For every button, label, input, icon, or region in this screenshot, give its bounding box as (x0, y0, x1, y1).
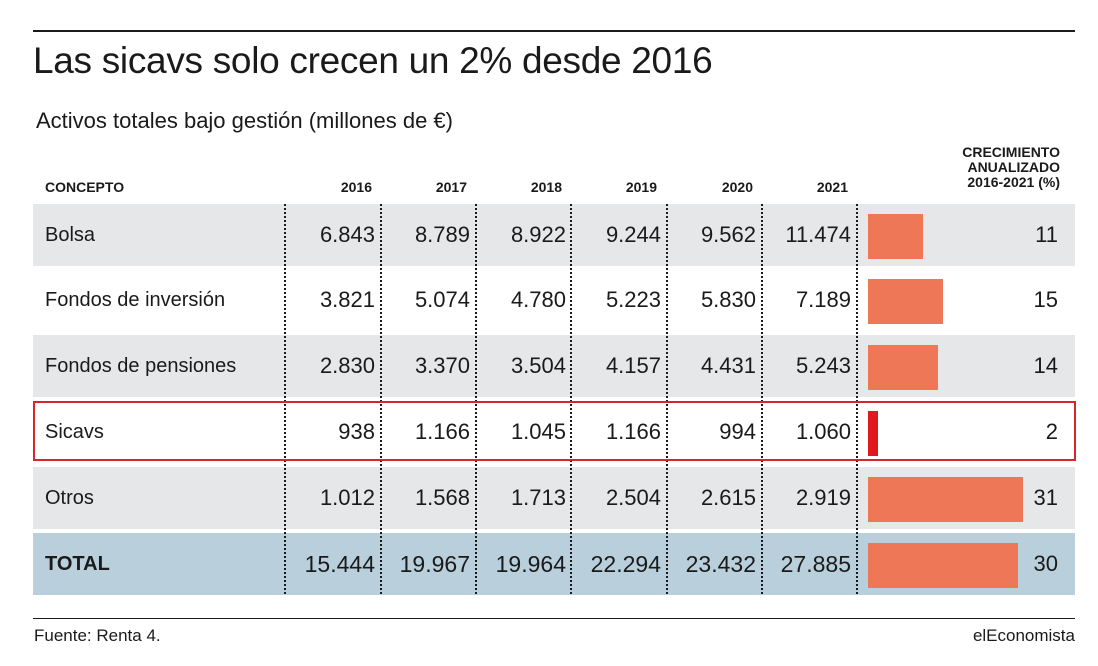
growth-bar (868, 279, 943, 324)
top-rule (33, 30, 1075, 32)
growth-bar (868, 411, 878, 456)
growth-header-line: 2016-2021 (%) (967, 174, 1060, 190)
value-cell: 4.157 (605, 353, 661, 378)
growth-value: 14 (1033, 353, 1058, 378)
value-cell: 22.294 (590, 551, 661, 577)
value-cell: 6.843 (319, 222, 375, 247)
year-header-2018: 2018 (530, 179, 562, 195)
column-divider (284, 204, 286, 594)
year-header-2021: 2021 (816, 179, 848, 195)
value-cell: 994 (719, 419, 756, 444)
column-divider (380, 204, 382, 594)
table-row: Otros 1.012 1.568 1.713 2.504 2.615 2.919 31 (33, 467, 1075, 529)
growth-header-line: ANUALIZADO (967, 159, 1060, 175)
growth-value: 11 (1035, 222, 1058, 247)
growth-bar (868, 477, 1023, 522)
value-cell: 11.474 (785, 222, 851, 247)
value-cell: 1.166 (605, 419, 661, 444)
value-cell: 5.830 (700, 287, 756, 312)
total-row: TOTAL 15.444 19.967 19.964 22.294 23.432 27.88… (33, 533, 1075, 595)
value-cell: 15.444 (304, 551, 375, 577)
value-cell: 8.789 (414, 222, 470, 247)
year-header-2019: 2019 (625, 179, 657, 195)
value-cell: 19.964 (495, 551, 566, 577)
row-label: Otros (45, 487, 94, 509)
growth-bar (868, 214, 923, 259)
value-cell: 23.432 (685, 551, 756, 577)
column-divider (761, 204, 763, 594)
column-divider (666, 204, 668, 594)
value-cell: 4.780 (510, 287, 566, 312)
column-divider (570, 204, 572, 594)
value-cell: 3.504 (510, 353, 566, 378)
value-cell: 2.504 (605, 485, 661, 510)
value-cell: 9.562 (700, 222, 756, 247)
table-row: Fondos de pensiones 2.830 3.370 3.504 4.157 4… (33, 335, 1075, 397)
growth-value: 2 (1045, 419, 1058, 444)
value-cell: 1.012 (319, 485, 375, 510)
column-divider (856, 204, 858, 594)
value-cell: 4.431 (700, 353, 756, 378)
value-cell: 2.830 (319, 353, 375, 378)
table-row: Sicavs 938 1.166 1.045 1.166 994 1.060 2 (33, 401, 1075, 463)
sicavs-highlight-box (33, 401, 1076, 461)
value-cell: 2.919 (795, 485, 851, 510)
growth-header-line: CRECIMIENTO (962, 144, 1060, 160)
table-row: Bolsa 6.843 8.789 8.922 9.244 9.562 11.474 11 (33, 204, 1075, 266)
value-cell: 3.370 (414, 353, 470, 378)
value-cell: 19.967 (399, 551, 470, 577)
bottom-rule (33, 618, 1075, 619)
row-label: Bolsa (45, 224, 96, 246)
growth-bar (868, 543, 1018, 588)
year-header-2016: 2016 (340, 179, 372, 195)
value-cell: 1.568 (414, 485, 470, 510)
value-cell: 1.713 (510, 485, 566, 510)
value-cell: 1.060 (795, 419, 851, 444)
growth-value: 30 (1033, 551, 1058, 576)
growth-value: 31 (1033, 485, 1058, 510)
row-label: Sicavs (45, 421, 104, 443)
chart-subtitle: Activos totales bajo gestión (millones d… (36, 108, 453, 133)
column-divider (475, 204, 477, 594)
row-label: Fondos de pensiones (45, 355, 237, 377)
row-label: TOTAL (45, 553, 110, 575)
value-cell: 2.615 (700, 485, 756, 510)
table-row: Fondos de inversión 3.821 5.074 4.780 5.223 5… (33, 269, 1075, 331)
value-cell: 1.166 (414, 419, 470, 444)
value-cell: 27.885 (780, 551, 851, 577)
concept-header: CONCEPTO (45, 179, 125, 195)
value-cell: 938 (338, 419, 375, 444)
value-cell: 5.223 (605, 287, 661, 312)
value-cell: 8.922 (510, 222, 566, 247)
chart-title: Las sicavs solo crecen un 2% desde 2016 (33, 40, 713, 81)
year-header-2020: 2020 (721, 179, 753, 195)
value-cell: 9.244 (605, 222, 661, 247)
source-note: Fuente: Renta 4. (34, 626, 161, 645)
value-cell: 1.045 (510, 419, 566, 444)
value-cell: 7.189 (795, 287, 851, 312)
year-header-2017: 2017 (435, 179, 467, 195)
growth-header: CRECIMIENTO ANUALIZADO 2016-2021 (%) (900, 145, 1060, 190)
row-label: Fondos de inversión (45, 289, 226, 311)
brand-credit: elEconomista (972, 626, 1075, 645)
value-cell: 5.243 (795, 353, 851, 378)
growth-bar (868, 345, 938, 390)
value-cell: 5.074 (414, 287, 470, 312)
value-cell: 3.821 (319, 287, 375, 312)
growth-value: 15 (1033, 287, 1058, 312)
